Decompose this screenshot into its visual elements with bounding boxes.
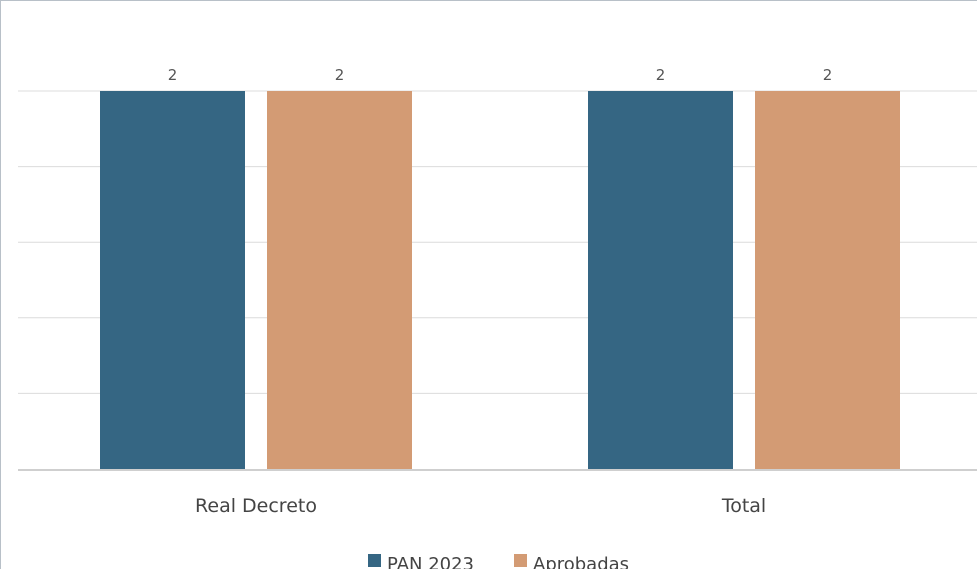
bar-pan-2023-total — [588, 91, 733, 469]
category-label: Total — [721, 495, 766, 517]
bars — [100, 91, 900, 469]
bar-aprobadas-total — [755, 91, 900, 469]
legend-swatch — [368, 554, 381, 567]
data-label: 2 — [656, 66, 666, 84]
data-label: 2 — [168, 66, 178, 84]
legend-label: Aprobadas — [533, 554, 629, 569]
legend: PAN 2023 Aprobadas — [368, 554, 629, 569]
bar-pan-2023-real-decreto — [100, 91, 245, 469]
legend-swatch — [514, 554, 527, 567]
data-label: 2 — [335, 66, 345, 84]
bar-aprobadas-real-decreto — [267, 91, 412, 469]
legend-label: PAN 2023 — [387, 554, 474, 569]
category-labels: Real Decreto Total — [195, 495, 766, 517]
category-label: Real Decreto — [195, 495, 317, 517]
data-label: 2 — [823, 66, 833, 84]
data-labels: 2 2 2 2 — [168, 66, 833, 84]
